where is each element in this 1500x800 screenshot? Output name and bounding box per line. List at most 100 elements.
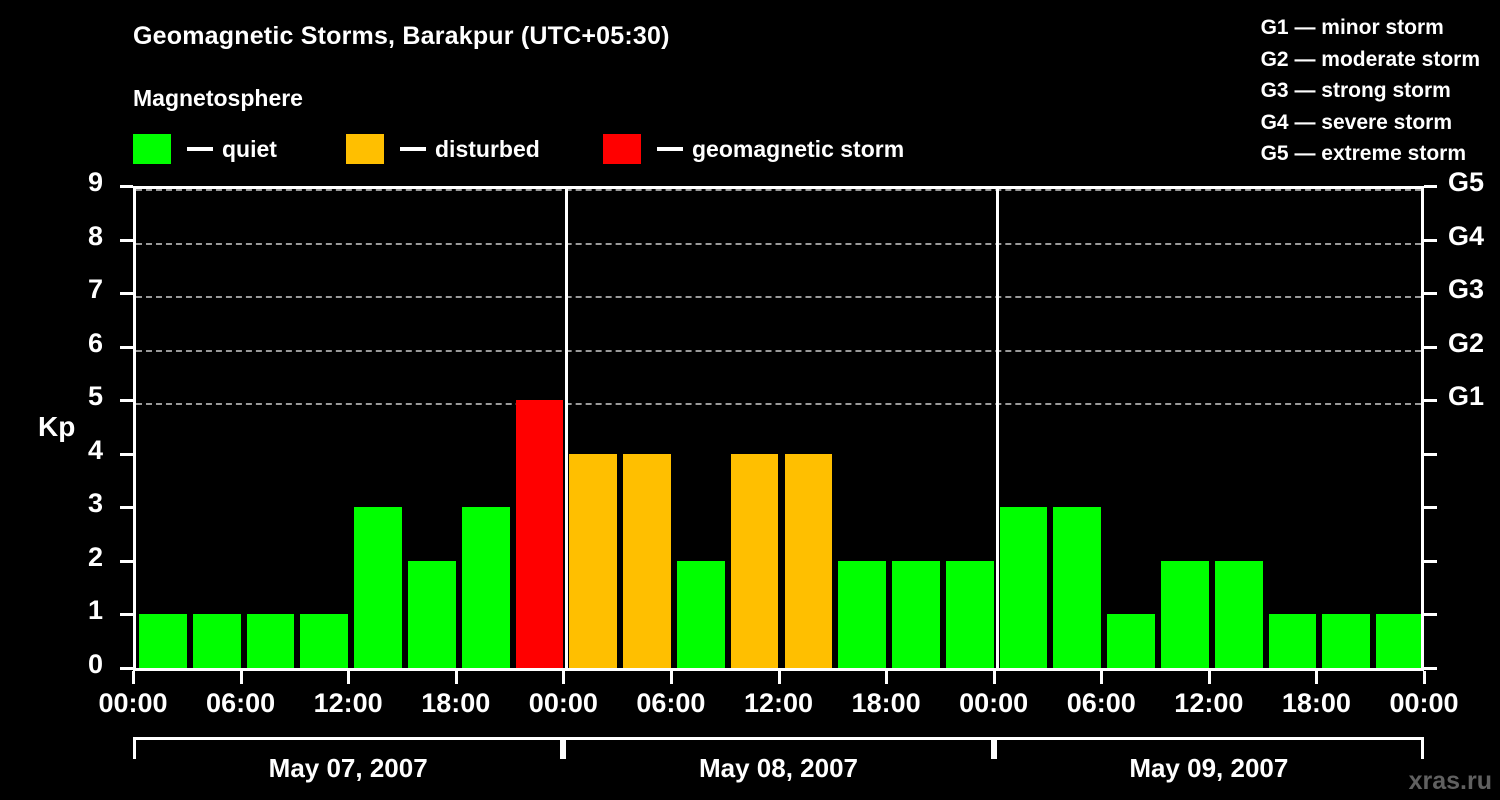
gridline-kp-9 <box>136 189 1421 191</box>
x-tick-label-4: 00:00 <box>528 688 598 718</box>
bar[interactable] <box>1214 560 1263 668</box>
plot-area <box>133 186 1424 668</box>
y-tick-label-2: 2 <box>87 541 103 572</box>
legend-label-geomagnetic-storm: geomagnetic storm <box>692 135 905 162</box>
bar[interactable] <box>1376 614 1421 668</box>
g-scale-row-1: G1 — minor storm <box>1260 16 1444 39</box>
day-bracket-2 <box>563 737 994 759</box>
gridline-kp-5 <box>136 403 1421 406</box>
day-label-3: May 09, 2007 <box>1129 753 1289 783</box>
y-tick-label-7: 7 <box>87 274 103 305</box>
x-tick-2 <box>347 671 351 684</box>
bar[interactable] <box>892 560 940 668</box>
y-axis-title: Kp <box>38 411 76 442</box>
right-tick-kp-9 <box>1424 185 1437 188</box>
x-tick-7 <box>885 671 889 684</box>
bar[interactable] <box>784 453 833 668</box>
x-tick-label-8: 00:00 <box>959 688 1029 718</box>
y-tick-7 <box>120 292 133 296</box>
bar[interactable] <box>676 560 725 668</box>
x-tick-label-9: 06:00 <box>1066 688 1136 718</box>
x-tick-10 <box>1207 671 1211 684</box>
x-tick-1 <box>239 671 243 684</box>
y-tick-2 <box>120 559 133 563</box>
legend-dash-icon <box>657 147 683 151</box>
x-tick-8 <box>992 671 996 684</box>
right-tick-kp-7 <box>1424 292 1437 296</box>
g-scale-legend: G1 — minor storm G2 — moderate storm G3 — … <box>1261 12 1480 170</box>
legend-dash-icon <box>187 147 213 151</box>
legend-item-quiet: quiet <box>133 133 277 165</box>
legend-swatch-quiet <box>133 134 171 164</box>
y-tick-label-6: 6 <box>87 327 103 358</box>
x-tick-0 <box>132 671 135 684</box>
legend-label-disturbed: disturbed <box>435 135 540 162</box>
chart-subtitle: Magnetosphere <box>133 85 303 111</box>
right-tick-kp-5 <box>1424 399 1437 403</box>
x-tick-label-1: 06:00 <box>206 688 276 718</box>
x-tick-12 <box>1423 671 1426 684</box>
bar[interactable] <box>1268 614 1317 668</box>
y-tick-label-5: 5 <box>87 381 103 412</box>
g-scale-row-4: G4 — severe storm <box>1260 110 1453 134</box>
right-axis-label-G2: G2 <box>1448 327 1485 358</box>
bar[interactable] <box>515 400 564 668</box>
day-label-1: May 07, 2007 <box>268 753 428 783</box>
right-tick-kp-4 <box>1424 452 1437 456</box>
x-tick-4 <box>562 671 566 684</box>
day-separator-1 <box>565 189 569 668</box>
day-separator-2 <box>995 189 999 668</box>
bar[interactable] <box>623 453 671 668</box>
y-tick-5 <box>120 399 133 403</box>
g-scale-row-5: G5 — extreme storm <box>1260 142 1467 165</box>
legend-dash-icon <box>400 147 426 151</box>
y-tick-label-0: 0 <box>87 649 103 679</box>
bar[interactable] <box>945 560 994 668</box>
bar[interactable] <box>246 614 295 668</box>
right-axis-label-G3: G3 <box>1448 274 1485 305</box>
y-tick-label-9: 9 <box>87 167 103 197</box>
bar[interactable] <box>838 560 887 668</box>
bar[interactable] <box>300 614 349 668</box>
y-tick-label-8: 8 <box>87 220 103 251</box>
legend-swatch-disturbed <box>346 134 384 164</box>
y-tick-1 <box>120 613 133 617</box>
legend-label-quiet: quiet <box>222 135 277 162</box>
bar[interactable] <box>1107 614 1156 668</box>
bar[interactable] <box>569 453 618 668</box>
x-tick-3 <box>454 671 458 684</box>
bar[interactable] <box>1053 507 1102 668</box>
bar[interactable] <box>999 507 1048 668</box>
x-axis-line <box>133 668 1424 671</box>
day-label-2: May 08, 2007 <box>698 753 858 783</box>
bar[interactable] <box>139 614 187 668</box>
bar[interactable] <box>730 453 779 668</box>
right-tick-kp-0 <box>1424 667 1437 670</box>
bar[interactable] <box>1161 560 1209 668</box>
right-tick-kp-3 <box>1424 506 1437 510</box>
g-scale-row-3: G3 — strong storm <box>1260 79 1451 102</box>
y-tick-6 <box>120 345 133 349</box>
x-tick-label-10: 12:00 <box>1174 688 1244 718</box>
right-axis-label-G1: G1 <box>1448 381 1485 412</box>
right-axis-label-G4: G4 <box>1448 220 1485 251</box>
y-tick-3 <box>120 506 133 510</box>
y-tick-4 <box>120 452 133 456</box>
gridline-kp-7 <box>136 296 1421 299</box>
bar[interactable] <box>354 507 402 668</box>
x-tick-5 <box>669 671 673 684</box>
g-scale-row-2: G2 — moderate storm <box>1260 47 1480 71</box>
y-tick-label-3: 3 <box>87 488 103 519</box>
legend-item-disturbed: disturbed <box>346 133 540 165</box>
bar[interactable] <box>192 614 241 668</box>
day-bracket-3 <box>993 737 1424 759</box>
bar[interactable] <box>407 560 456 668</box>
gridline-kp-6 <box>136 349 1421 352</box>
x-tick-9 <box>1100 671 1104 684</box>
x-tick-label-11: 18:00 <box>1281 688 1351 718</box>
bar[interactable] <box>461 507 510 668</box>
bar[interactable] <box>1322 614 1371 668</box>
x-tick-label-0: 00:00 <box>98 688 168 718</box>
x-tick-6 <box>777 671 781 684</box>
